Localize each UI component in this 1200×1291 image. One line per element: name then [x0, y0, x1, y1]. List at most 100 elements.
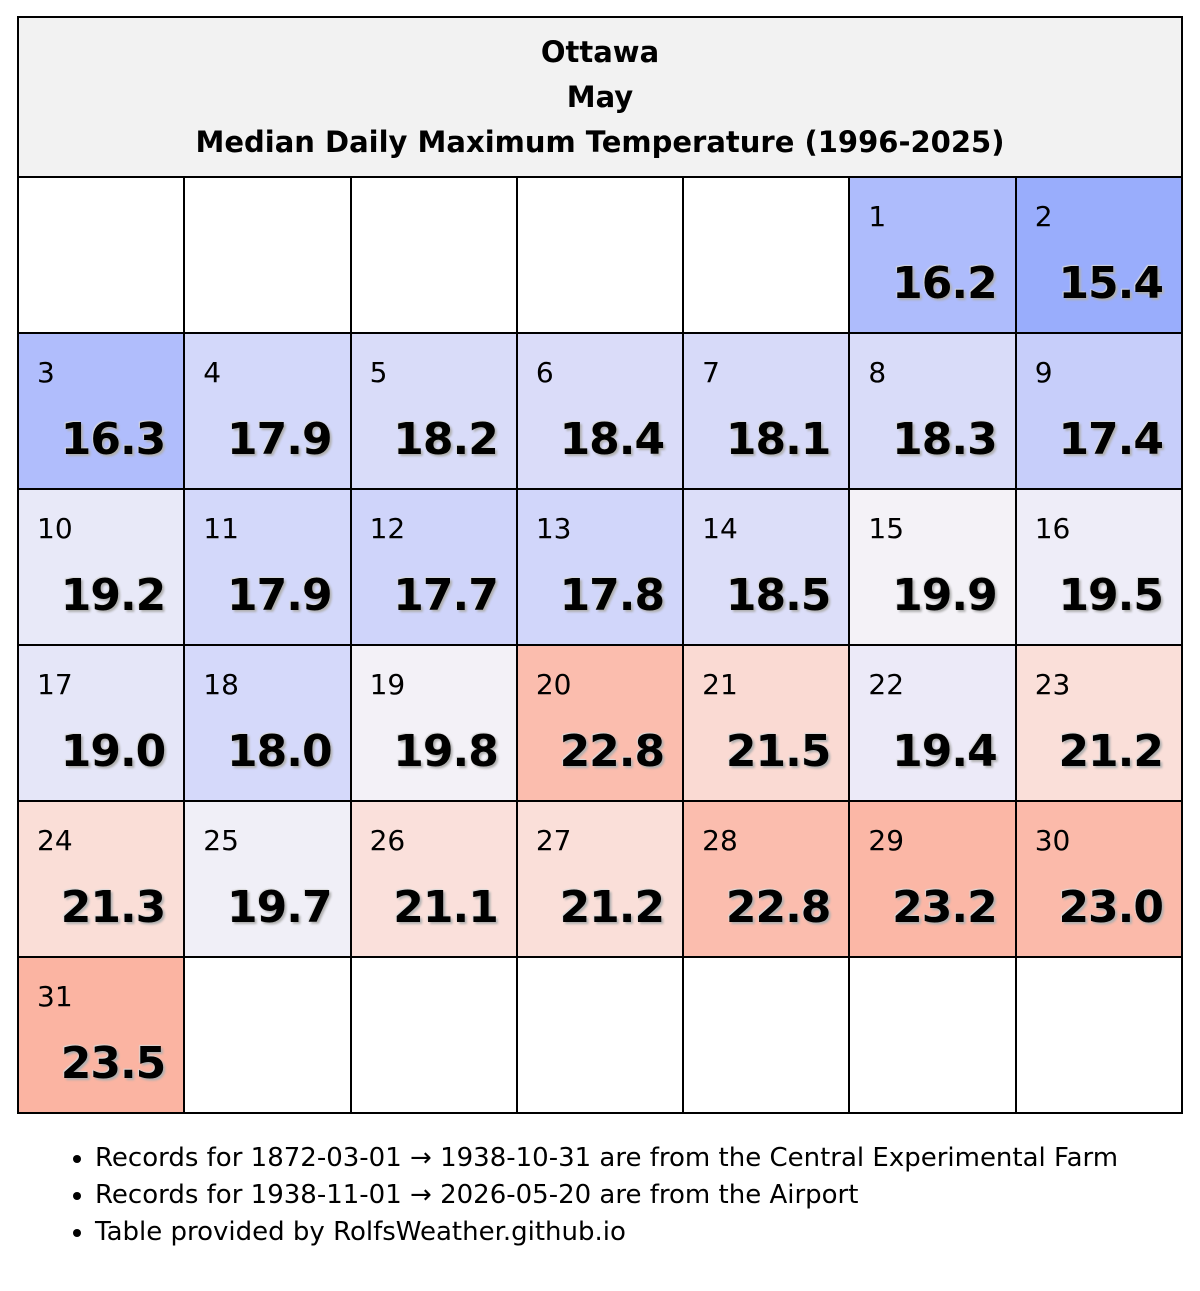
- day-number: 13: [535, 512, 572, 545]
- day-number: 8: [868, 356, 887, 389]
- day-cell: 4 17.9: [183, 332, 352, 490]
- temperature-value: 17.9: [227, 414, 333, 465]
- day-number: 22: [868, 668, 905, 701]
- day-number: 18: [203, 668, 239, 701]
- temperature-value: 21.1: [393, 882, 499, 933]
- day-cell: 2 15.4: [1014, 176, 1184, 334]
- notes-list: Records for 1872-03-01 → 1938-10-31 are …: [17, 1140, 1118, 1251]
- temperature-value: 22.8: [559, 726, 666, 777]
- empty-cell: [349, 176, 518, 334]
- day-cell: 7 18.1: [682, 332, 851, 490]
- temperature-value: 23.0: [1058, 882, 1164, 933]
- temperature-value: 19.2: [60, 570, 167, 621]
- calendar-week-row: 10 19.2 11 17.9 12 17.7 13 17.8 14 18.5 15 19.9 16 19…: [16, 488, 1184, 646]
- day-cell: 14 18.5: [682, 488, 851, 646]
- day-number: 11: [203, 512, 239, 545]
- day-cell: 18 18.0: [183, 644, 352, 802]
- calendar-week-row: 17 19.0 18 18.0 19 19.8 20 22.8 21 21.5 22 19.4 23 21…: [16, 644, 1184, 802]
- empty-cell: [183, 176, 352, 334]
- day-cell: 13 17.8: [515, 488, 685, 646]
- note-item: Records for 1938-11-01 → 2026-05-20 are …: [95, 1177, 1118, 1214]
- temperature-value: 19.5: [1058, 570, 1164, 621]
- day-cell: 20 22.8: [515, 644, 685, 802]
- day-number: 25: [203, 824, 239, 857]
- temperature-value: 22.8: [725, 882, 832, 933]
- empty-cell: [515, 176, 685, 334]
- temperature-value: 18.3: [892, 414, 998, 465]
- temperature-value: 16.2: [892, 258, 998, 309]
- temperature-value: 18.4: [559, 414, 666, 465]
- day-cell: 17 19.0: [16, 644, 186, 802]
- day-cell: 21 21.5: [682, 644, 851, 802]
- empty-cell: [848, 956, 1017, 1114]
- temperature-value: 19.8: [393, 726, 499, 777]
- day-number: 16: [1034, 512, 1071, 545]
- day-number: 10: [37, 512, 73, 545]
- calendar-week-row: 3 16.3 4 17.9 5 18.2 6 18.4 7 18.1 8 18.3 9 17.4: [16, 332, 1184, 490]
- day-number: 26: [369, 824, 406, 857]
- day-cell: 31 23.5: [16, 956, 186, 1114]
- day-number: 6: [535, 356, 554, 389]
- temperature-value: 19.7: [227, 882, 333, 933]
- calendar-week-row: 24 21.3 25 19.7 26 21.1 27 21.2 28 22.8 29 23.2 30 23…: [16, 800, 1184, 958]
- temperature-value: 19.0: [60, 726, 167, 777]
- day-cell: 30 23.0: [1014, 800, 1184, 958]
- day-number: 2: [1034, 200, 1053, 233]
- day-cell: 1 16.2: [848, 176, 1017, 334]
- day-cell: 28 22.8: [682, 800, 851, 958]
- day-number: 29: [868, 824, 905, 857]
- day-number: 21: [702, 668, 738, 701]
- day-number: 19: [369, 668, 406, 701]
- temperature-value: 21.2: [1058, 726, 1164, 777]
- temperature-value: 19.9: [892, 570, 998, 621]
- day-cell: 12 17.7: [349, 488, 518, 646]
- day-number: 17: [37, 668, 73, 701]
- day-cell: 25 19.7: [183, 800, 352, 958]
- day-cell: 22 19.4: [848, 644, 1017, 802]
- temperature-value: 18.0: [227, 726, 333, 777]
- note-item: Table provided by RolfsWeather.github.io: [95, 1214, 1118, 1251]
- calendar-table-container: Ottawa May Median Daily Maximum Temperat…: [16, 16, 1184, 1114]
- day-number: 27: [535, 824, 572, 857]
- day-number: 23: [1034, 668, 1071, 701]
- temperature-calendar-table: Ottawa May Median Daily Maximum Temperat…: [16, 16, 1184, 1114]
- empty-cell: [515, 956, 685, 1114]
- day-number: 14: [702, 512, 738, 545]
- day-cell: 3 16.3: [16, 332, 186, 490]
- day-cell: 24 21.3: [16, 800, 186, 958]
- temperature-value: 17.9: [227, 570, 333, 621]
- day-cell: 19 19.8: [349, 644, 518, 802]
- day-number: 24: [37, 824, 73, 857]
- day-cell: 26 21.1: [349, 800, 518, 958]
- day-number: 9: [1034, 356, 1053, 389]
- empty-cell: [1014, 956, 1184, 1114]
- temperature-value: 15.4: [1058, 258, 1164, 309]
- temperature-value: 23.2: [892, 882, 998, 933]
- day-cell: 5 18.2: [349, 332, 518, 490]
- day-number: 28: [702, 824, 738, 857]
- day-number: 31: [37, 980, 73, 1013]
- temperature-value: 18.1: [725, 414, 832, 465]
- table-header: Ottawa May Median Daily Maximum Temperat…: [17, 16, 1183, 178]
- temperature-value: 21.2: [559, 882, 666, 933]
- empty-cell: [682, 176, 851, 334]
- day-number: 1: [868, 200, 887, 233]
- temperature-value: 19.4: [892, 726, 998, 777]
- day-cell: 16 19.5: [1014, 488, 1184, 646]
- temperature-value: 23.5: [60, 1038, 167, 1089]
- note-item: Records for 1872-03-01 → 1938-10-31 are …: [95, 1140, 1118, 1177]
- temperature-value: 21.5: [725, 726, 832, 777]
- temperature-value: 18.5: [725, 570, 832, 621]
- day-cell: 9 17.4: [1014, 332, 1184, 490]
- day-number: 3: [37, 356, 55, 389]
- day-number: 5: [369, 356, 388, 389]
- temperature-value: 17.8: [559, 570, 666, 621]
- empty-cell: [16, 176, 186, 334]
- day-number: 15: [868, 512, 905, 545]
- day-cell: 10 19.2: [16, 488, 186, 646]
- temperature-value: 17.4: [1058, 414, 1164, 465]
- day-cell: 27 21.2: [515, 800, 685, 958]
- day-cell: 15 19.9: [848, 488, 1017, 646]
- day-number: 7: [702, 356, 720, 389]
- day-cell: 29 23.2: [848, 800, 1017, 958]
